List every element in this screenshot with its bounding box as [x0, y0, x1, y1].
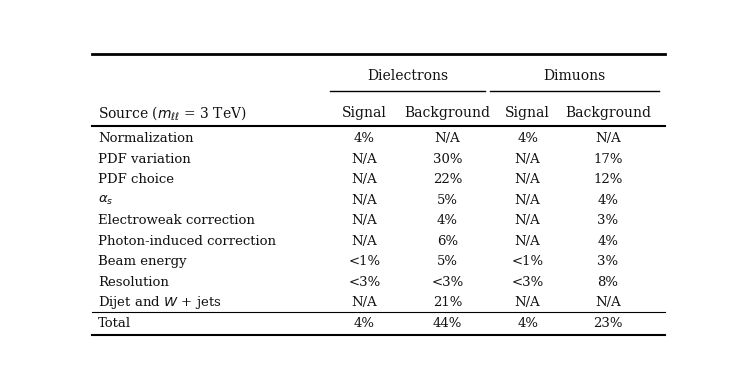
Text: Signal: Signal — [342, 106, 386, 120]
Text: N/A: N/A — [435, 132, 460, 145]
Text: 3%: 3% — [597, 255, 619, 268]
Text: Dimuons: Dimuons — [544, 69, 606, 83]
Text: N/A: N/A — [352, 235, 378, 248]
Text: N/A: N/A — [352, 214, 378, 227]
Text: 4%: 4% — [597, 235, 619, 248]
Text: 4%: 4% — [517, 132, 538, 145]
Text: <3%: <3% — [432, 276, 463, 289]
Text: <1%: <1% — [348, 255, 381, 268]
Text: 12%: 12% — [593, 173, 622, 186]
Text: 5%: 5% — [437, 255, 458, 268]
Text: 44%: 44% — [433, 317, 462, 329]
Text: $\alpha_s$: $\alpha_s$ — [98, 194, 114, 207]
Text: Dielectrons: Dielectrons — [367, 69, 448, 83]
Text: N/A: N/A — [595, 296, 621, 309]
Text: 5%: 5% — [437, 194, 458, 207]
Text: 30%: 30% — [433, 153, 462, 166]
Text: Photon-induced correction: Photon-induced correction — [98, 235, 276, 248]
Text: Resolution: Resolution — [98, 276, 169, 289]
Text: 17%: 17% — [593, 153, 622, 166]
Text: Background: Background — [404, 106, 491, 120]
Text: N/A: N/A — [595, 132, 621, 145]
Text: N/A: N/A — [515, 173, 540, 186]
Text: 23%: 23% — [593, 317, 622, 329]
Text: 4%: 4% — [597, 194, 619, 207]
Text: N/A: N/A — [515, 296, 540, 309]
Text: N/A: N/A — [515, 235, 540, 248]
Text: Normalization: Normalization — [98, 132, 194, 145]
Text: <3%: <3% — [511, 276, 544, 289]
Text: Dijet and $W$ + jets: Dijet and $W$ + jets — [98, 294, 222, 311]
Text: 6%: 6% — [437, 235, 458, 248]
Text: 22%: 22% — [433, 173, 462, 186]
Text: Source ($m_{\ell\ell}$ = 3 TeV): Source ($m_{\ell\ell}$ = 3 TeV) — [98, 104, 247, 122]
Text: 4%: 4% — [437, 214, 458, 227]
Text: N/A: N/A — [515, 153, 540, 166]
Text: N/A: N/A — [515, 194, 540, 207]
Text: <3%: <3% — [348, 276, 381, 289]
Text: 21%: 21% — [433, 296, 462, 309]
Text: Signal: Signal — [505, 106, 550, 120]
Text: Beam energy: Beam energy — [98, 255, 187, 268]
Text: N/A: N/A — [352, 296, 378, 309]
Text: N/A: N/A — [352, 194, 378, 207]
Text: Total: Total — [98, 317, 132, 329]
Text: 4%: 4% — [517, 317, 538, 329]
Text: 4%: 4% — [354, 317, 375, 329]
Text: N/A: N/A — [515, 214, 540, 227]
Text: Background: Background — [565, 106, 651, 120]
Text: 8%: 8% — [597, 276, 619, 289]
Text: Electroweak correction: Electroweak correction — [98, 214, 255, 227]
Text: N/A: N/A — [352, 153, 378, 166]
Text: PDF variation: PDF variation — [98, 153, 191, 166]
Text: 3%: 3% — [597, 214, 619, 227]
Text: PDF choice: PDF choice — [98, 173, 174, 186]
Text: <1%: <1% — [511, 255, 544, 268]
Text: 4%: 4% — [354, 132, 375, 145]
Text: N/A: N/A — [352, 173, 378, 186]
